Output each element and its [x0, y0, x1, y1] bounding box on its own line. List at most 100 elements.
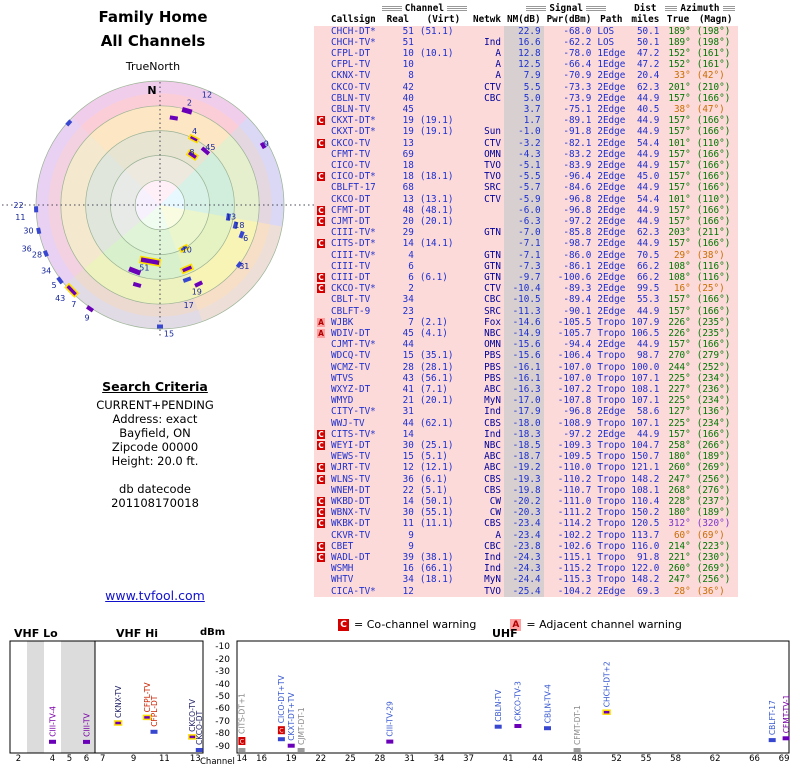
table-row: CKXT-DT* 19 (19.1) Sun -1.0 -91.8 2Edge 44.9 157… [314, 126, 738, 138]
nm-cell: -4.3 [503, 148, 544, 160]
radar-channel-label: 28 [32, 251, 42, 260]
path-cell: Tropo [597, 518, 626, 530]
col-magn: (Magn) [693, 14, 738, 26]
pwr-cell: -73.3 [563, 81, 592, 93]
dist-cell: 150.2 [631, 507, 660, 519]
pwr-cell: -102.2 [557, 529, 592, 541]
magn-cell: (234°) [696, 372, 731, 384]
callsign-cell: CKNX-TV [331, 70, 371, 82]
callsign-cell: CIII-DT [331, 271, 371, 283]
pwr-cell: -111.0 [557, 496, 592, 508]
signal-marker [277, 737, 285, 742]
search-mode: CURRENT+PENDING [96, 398, 214, 412]
warn-cell: C [314, 541, 328, 552]
radar-station-marker [225, 213, 231, 221]
netwk-cell: Ind [484, 428, 501, 440]
tvfool-link[interactable]: www.tvfool.com [105, 588, 205, 603]
dist-cell: 108.1 [631, 384, 660, 395]
true-cell: 28° [673, 585, 691, 597]
callsign-cell: CHCH-TV* [331, 36, 376, 48]
pwr-cell: -66.4 [563, 59, 592, 71]
pwr-cell: -107.0 [557, 361, 592, 373]
nm-cell: -16.1 [503, 372, 544, 384]
warn-cell [314, 160, 328, 171]
netwk-cell: CTV [484, 81, 501, 93]
nm-cell: -18.0 [503, 417, 544, 429]
pwr-cell: -109.5 [557, 451, 592, 463]
x-axis-tick: 66 [749, 754, 760, 764]
table-row: WCMZ-TV 28 (28.1) PBS -16.1 -107.0 Tropo 100.0 2… [314, 361, 738, 373]
co-channel-legend-text: = Co-channel warning [354, 618, 477, 631]
virt-cell: (66.1) [419, 563, 454, 575]
x-axis-tick: 4 [50, 754, 55, 764]
real-cell: 44 [402, 339, 414, 351]
x-axis-tick: 31 [404, 754, 415, 764]
netwk-cell: Ind [484, 563, 501, 575]
radar-station-marker [157, 324, 163, 329]
signal-marker-label: CBLN-TV-4 [543, 684, 552, 723]
netwk-cell [470, 238, 504, 249]
true-cell: 312° [668, 518, 691, 530]
path-cell: Tropo [597, 327, 626, 339]
magn-cell: (166°) [696, 182, 731, 194]
x-axis-tick: 6 [84, 754, 89, 764]
x-axis-tick: 19 [286, 754, 297, 764]
real-cell: 36 [402, 473, 414, 485]
virt-cell: (48.1) [419, 204, 454, 216]
true-cell: 225° [668, 395, 691, 407]
nm-cell: -20.2 [503, 496, 544, 508]
pwr-cell: -105.7 [557, 327, 592, 339]
dist-cell: 66.2 [636, 260, 660, 272]
netwk-cell: CBS [484, 518, 501, 530]
table-row: A WJBK 7 (2.1) Fox -14.6 -105.5 Tropo 107.9 226° (… [314, 316, 738, 328]
warn-cell [314, 182, 328, 193]
nm-cell: -5.5 [503, 171, 544, 183]
band-label-uhf: UHF [492, 627, 518, 640]
pwr-cell: -96.8 [563, 204, 592, 216]
netwk-cell: CW [489, 507, 501, 519]
path-cell: Tropo [597, 372, 626, 384]
radar-station-marker [259, 141, 267, 150]
table-row: C CIII-DT 6 (6.1) GTN -9.7 -100.6 2Edge 66.2 108°… [314, 271, 738, 284]
table-row: WMYD 21 (20.1) MyN -17.0 -107.8 Tropo 107.1 225°… [314, 395, 738, 407]
co-channel-warning-icon: C [317, 216, 325, 226]
warn-cell [314, 261, 328, 272]
true-cell: 157° [668, 339, 691, 351]
pwr-cell: -98.7 [563, 238, 592, 250]
true-cell: 180° [668, 451, 691, 463]
x-axis-tick: 44 [532, 754, 543, 764]
path-cell: Tropo [597, 484, 626, 496]
virt-cell: (50.1) [419, 496, 454, 508]
pwr-cell: -110.2 [557, 473, 592, 485]
dist-cell: 110.4 [631, 496, 660, 508]
virt-cell: (7.1) [419, 384, 448, 395]
virt-cell: (19.1) [419, 115, 454, 127]
virt-cell: (55.1) [419, 507, 454, 519]
callsign-cell: CKCO-TV [331, 137, 371, 149]
co-channel-warning-icon: C [317, 463, 325, 473]
netwk-cell: GTN [484, 260, 501, 272]
true-cell: 270° [668, 350, 691, 362]
radar-channel-label: 43 [55, 294, 65, 303]
virt-cell: (4.1) [419, 327, 448, 339]
co-channel-warning-letter: C [240, 737, 245, 745]
table-row: CKVR-TV 9 A -23.4 -102.2 Tropo 113.7 60° (69°) [314, 529, 738, 541]
warn-cell: C [314, 205, 328, 216]
radar-channel-label: 9 [264, 140, 269, 149]
warn-cell [314, 350, 328, 361]
co-channel-warning-icon: C [317, 205, 325, 215]
warn-cell: A [314, 328, 328, 339]
path-cell: 2Edge [597, 305, 626, 317]
pwr-cell: -110.0 [557, 462, 592, 474]
callsign-cell: CIII-TV* [331, 227, 376, 239]
table-row: C CITS-DT* 14 (14.1) -7.1 -98.7 2Edge 44.9 157° (… [314, 238, 738, 250]
true-cell: 157° [668, 148, 691, 160]
warn-cell: C [314, 283, 328, 294]
nm-cell: -9.7 [503, 271, 544, 284]
warn-cell [314, 104, 328, 115]
signal-marker [782, 736, 790, 741]
callsign-cell: WTVS [331, 372, 354, 384]
magn-cell: (269°) [696, 563, 731, 575]
pwr-cell: -96.4 [563, 171, 592, 183]
real-cell: 13 [402, 137, 414, 149]
